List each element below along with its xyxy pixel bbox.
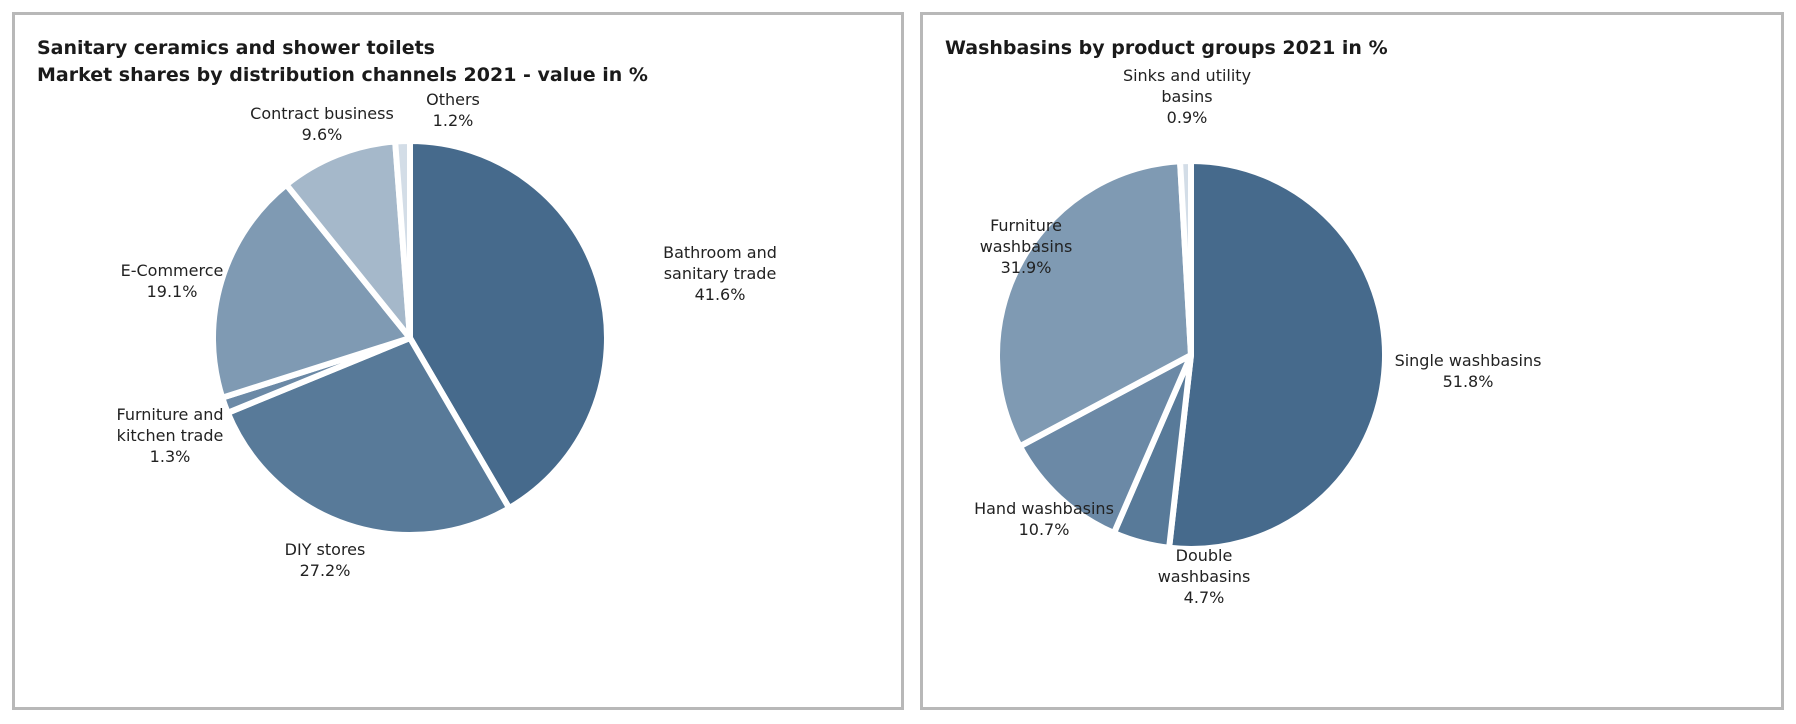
chart-title-line: Washbasins by product groups 2021 in % [945,37,1388,59]
slice-label-hand-washbasins: Hand washbasins 10.7% [974,499,1114,539]
chart-subtitle-line: Market shares by distribution channels 2… [37,64,648,86]
slice-label-e-commerce: E-Commerce 19.1% [121,261,224,301]
pie-slice-diy-stores [224,335,513,538]
pie-slice-single-washbasins [1166,158,1388,552]
pie-chart-washbasin-groups: Single washbasins 51.8% Double washbasins 4.… [974,66,1542,607]
pie-slice-hand-washbasins [1016,352,1194,537]
chart-panel-distribution-channels: Sanitary ceramics and shower toilets Mar… [12,12,904,710]
slice-label-contract-business: Contract business 9.6% [250,104,394,144]
pie-slice-contract-business [283,138,413,341]
slice-label-diy-stores: DIY stores 27.2% [285,540,366,580]
slice-label-furniture-and-kitchen-trade: Furniture and kitchen trade 1.3% [116,405,223,466]
pie-slice-others [392,138,413,341]
slice-label-bathroom-and-sanitary-trade: Bathroom and sanitary trade 41.6% [663,243,777,304]
chart-title: Sanitary ceramics and shower toilets Mar… [37,35,648,89]
chart-title-line: Sanitary ceramics and shower toilets [37,37,435,59]
pie-slice-furniture-washbasins [994,158,1194,450]
slice-label-furniture-washbasins: Furniture washbasins 31.9% [980,216,1073,277]
pie-slice-sinks-and-utility-basins [1177,158,1194,358]
pie-slice-e-commerce [210,181,413,401]
slice-label-double-washbasins: Double washbasins 4.7% [1158,546,1251,607]
pie-slice-bathroom-and-sanitary-trade [407,138,610,512]
slice-label-single-washbasins: Single washbasins 51.8% [1395,351,1542,391]
pie-chart-distribution-channels: Bathroom and sanitary trade 41.6% DIY store… [116,90,777,580]
chart-panel-washbasin-groups: Washbasins by product groups 2021 in % S… [920,12,1784,710]
chart-title: Washbasins by product groups 2021 in % [945,35,1388,62]
slice-label-sinks-and-utility-basins: Sinks and utility basins 0.9% [1123,66,1251,127]
slice-label-others: Others 1.2% [426,90,480,130]
